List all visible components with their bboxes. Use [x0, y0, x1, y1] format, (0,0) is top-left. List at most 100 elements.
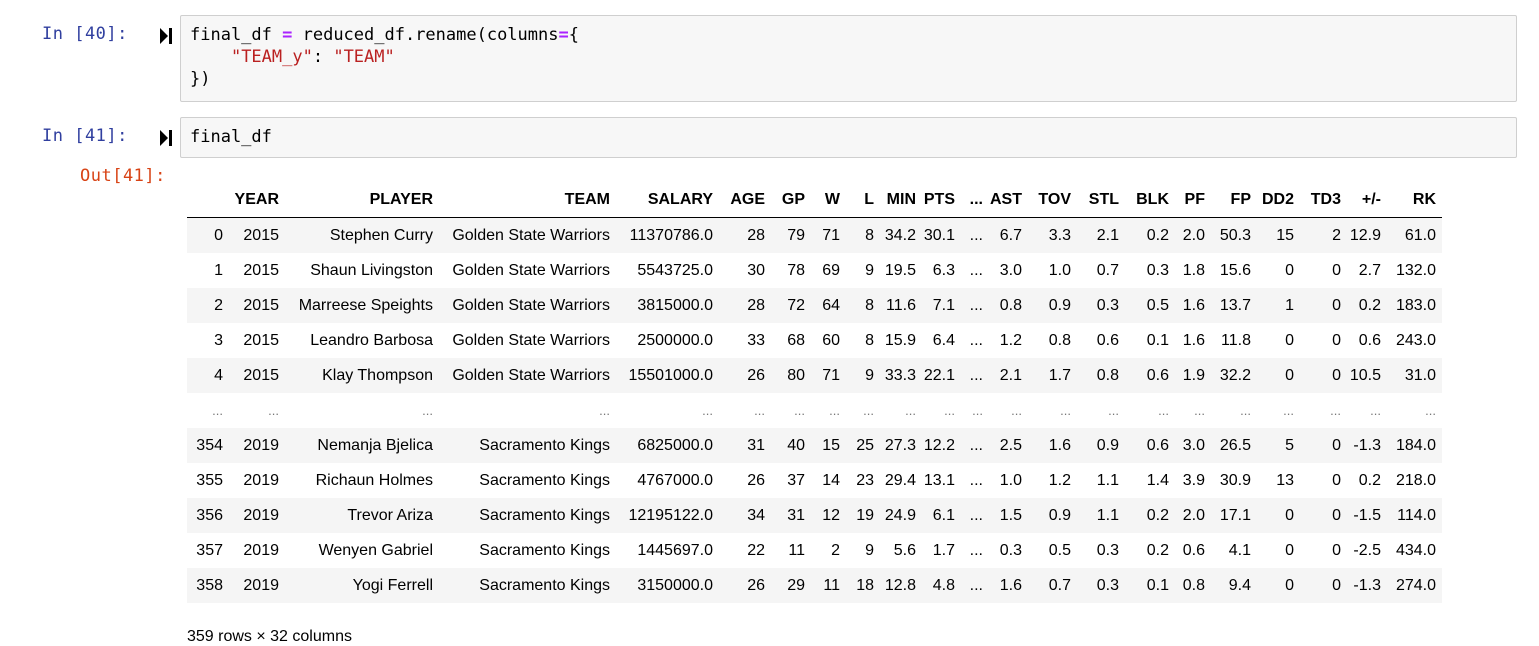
code-editor[interactable]: final_df = reduced_df.rename(columns={ "… [180, 15, 1517, 102]
table-cell: ... [969, 331, 983, 349]
input-prompt: In [40]: [42, 24, 128, 44]
table-cell: 0.8 [1096, 366, 1119, 384]
table-cell: 12.8 [884, 576, 916, 594]
table-cell: 0 [1285, 576, 1294, 594]
table-cell: 9 [865, 366, 874, 384]
table-cell: 2.0 [1182, 506, 1205, 524]
code-editor[interactable]: final_df [180, 117, 1517, 158]
table-cell: 0 [1285, 331, 1294, 349]
table-cell: Golden State Warriors [452, 331, 610, 349]
table-cell: 0.6 [1358, 331, 1381, 349]
column-header: AST [989, 183, 1028, 218]
table-cell: ... [829, 403, 840, 418]
table-cell: 6825000.0 [637, 436, 713, 454]
run-cell-icon[interactable] [159, 129, 173, 147]
table-cell: 37 [787, 471, 805, 489]
table-cell: 34.2 [884, 226, 916, 244]
output-prompt: Out[41]: [80, 166, 166, 186]
column-header: DD2 [1257, 183, 1300, 218]
table-cell: ... [969, 226, 983, 244]
table-cell: 60 [822, 331, 840, 349]
table-cell: -1.5 [1353, 506, 1381, 524]
table-cell: 0.3 [1096, 296, 1119, 314]
run-cell-icon[interactable] [159, 27, 173, 45]
table-cell: 4767000.0 [637, 471, 713, 489]
table-cell: 4.8 [932, 576, 955, 594]
table-cell: 72 [787, 296, 805, 314]
code-operator: = [282, 25, 293, 45]
table-cell: 2019 [243, 436, 279, 454]
table-cell: ... [969, 436, 983, 454]
table-cell: 0 [1332, 471, 1341, 489]
table-cell: 15.9 [884, 331, 916, 349]
table-cell: ... [969, 541, 983, 559]
table-cell: 2015 [243, 366, 279, 384]
table-cell: -1.3 [1353, 436, 1381, 454]
code-line: final_df [190, 126, 1507, 148]
table-cell: 2019 [243, 471, 279, 489]
table-cell: 15 [822, 436, 840, 454]
table-cell: 0.2 [1146, 541, 1169, 559]
table-cell: 0 [1332, 541, 1341, 559]
column-header: PF [1175, 183, 1211, 218]
table-cell: 11 [788, 541, 805, 559]
table-cell: 2.0 [1182, 226, 1205, 244]
table-cell: ... [702, 403, 713, 418]
table-cell: ... [1108, 403, 1119, 418]
table-cell: 0.6 [1182, 541, 1205, 559]
table-cell: Sacramento Kings [479, 436, 610, 454]
table-cell: 30 [747, 261, 765, 279]
table-cell: Sacramento Kings [479, 506, 610, 524]
table-cell: 2019 [243, 506, 279, 524]
table-cell: 0 [1285, 506, 1294, 524]
table-cell: 114.0 [1397, 506, 1436, 524]
table-cell: ... [1194, 403, 1205, 418]
table-cell: 4.1 [1228, 541, 1251, 559]
table-cell: ... [969, 506, 983, 524]
column-header: TOV [1028, 183, 1077, 218]
table-cell: 11.8 [1221, 331, 1251, 349]
table-cell: 10.5 [1349, 366, 1381, 384]
table-cell: Golden State Warriors [452, 366, 610, 384]
table-cell: 28 [747, 296, 765, 314]
table-cell: 1.2 [1048, 471, 1071, 489]
table-cell: 9 [865, 261, 874, 279]
table-cell: 13 [1276, 471, 1294, 489]
code-text [190, 47, 231, 67]
table-cell: 6.1 [932, 506, 955, 524]
table-cell: 2.7 [1358, 261, 1381, 279]
table-header: YEAR PLAYER TEAM SALARY AGE GP W L MIN PTS... AST T… [187, 183, 1442, 218]
table-cell: ... [969, 471, 983, 489]
table-cell: 0.2 [1358, 296, 1381, 314]
input-prompt: In [41]: [42, 126, 128, 146]
table-row: 3 2015 Leandro Barbosa Golden State Warrior… [187, 323, 1442, 358]
table-cell: 1.6 [1182, 331, 1205, 349]
table-cell: 2500000.0 [637, 331, 713, 349]
code-line: "TEAM_y": "TEAM" [190, 46, 1507, 68]
table-cell: 31.0 [1404, 366, 1436, 384]
table-cell: 274.0 [1395, 576, 1436, 594]
row-index: 3 [214, 331, 223, 349]
table-cell: 32.2 [1219, 366, 1251, 384]
table-cell: Klay Thompson [322, 366, 433, 384]
column-header: W [811, 183, 846, 218]
table-cell: 2015 [243, 331, 279, 349]
table-cell: 12.2 [923, 436, 955, 454]
table-cell: 78 [787, 261, 805, 279]
row-index: 0 [214, 226, 223, 244]
column-header: GP [771, 183, 811, 218]
table-cell: 1.1 [1096, 506, 1119, 524]
table-cell: -1.3 [1353, 576, 1381, 594]
table-cell: 0.8 [999, 296, 1022, 314]
row-index: 358 [196, 576, 223, 594]
table-row: 4 2015 Klay Thompson Golden State Warriors 1… [187, 358, 1442, 393]
table-cell: ... [599, 403, 610, 418]
table-body: 0 2015 Stephen Curry Golden State Warriors 1… [187, 217, 1442, 603]
table-cell: 15501000.0 [628, 366, 713, 384]
table-cell: Nemanja Bjelica [317, 436, 433, 454]
table-cell: 30.9 [1219, 471, 1251, 489]
table-cell: Golden State Warriors [452, 226, 610, 244]
table-cell: 2019 [243, 541, 279, 559]
table-cell: 3150000.0 [637, 576, 713, 594]
table-cell: 1.0 [999, 471, 1022, 489]
